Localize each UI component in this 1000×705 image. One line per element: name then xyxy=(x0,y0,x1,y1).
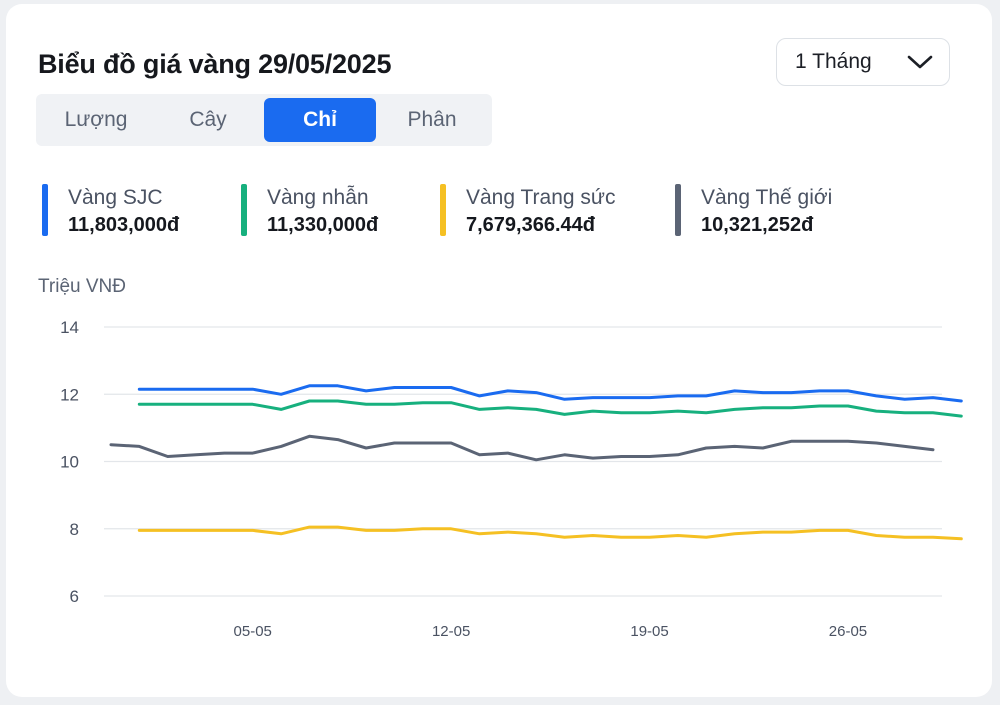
series-line-vang-nhan xyxy=(137,399,963,418)
legend-name: Vàng Thế giới xyxy=(701,186,833,209)
series-line-vang-sjc xyxy=(137,384,963,403)
chevron-down-icon xyxy=(907,54,933,70)
legend-value: 7,679,366.44đ xyxy=(466,214,595,236)
period-select-label: 1 Tháng xyxy=(795,50,872,73)
y-tick-label: 6 xyxy=(70,587,79,606)
tab-chi[interactable]: Chỉ xyxy=(264,98,376,142)
y-tick-label: 12 xyxy=(60,385,79,404)
y-tick-label: 14 xyxy=(60,318,79,337)
legend-color-bar xyxy=(241,184,247,236)
chart-title: Biểu đồ giá vàng 29/05/2025 xyxy=(38,49,392,79)
legend-value: 11,330,000đ xyxy=(267,214,379,236)
series-line-vang-trang-suc xyxy=(137,525,963,541)
legend-name: Vàng nhẫn xyxy=(267,186,369,209)
legend-value: 11,803,000đ xyxy=(68,214,180,236)
x-tick-label: 05-05 xyxy=(234,623,272,640)
legend-color-bar xyxy=(42,184,48,236)
y-axis-unit-label: Triệu VNĐ xyxy=(38,276,126,297)
x-tick-label: 12-05 xyxy=(432,623,470,640)
period-select[interactable]: 1 Tháng xyxy=(776,38,950,86)
unit-tabs: Lượng Cây Chỉ Phân xyxy=(36,94,492,146)
tab-cay[interactable]: Cây xyxy=(189,108,227,131)
x-tick-label: 26-05 xyxy=(829,623,867,640)
tab-luong[interactable]: Lượng xyxy=(64,108,128,131)
legend-value: 10,321,252đ xyxy=(701,214,814,236)
y-tick-label: 10 xyxy=(60,453,79,472)
legend-color-bar xyxy=(440,184,446,236)
legend-name: Vàng Trang sức xyxy=(466,186,616,209)
x-tick-label: 19-05 xyxy=(630,623,668,640)
series-line-vang-the-gioi xyxy=(109,434,935,462)
tab-phan[interactable]: Phân xyxy=(407,108,457,131)
legend-name: Vàng SJC xyxy=(68,186,163,209)
legend-color-bar xyxy=(675,184,681,236)
y-tick-label: 8 xyxy=(70,520,79,539)
